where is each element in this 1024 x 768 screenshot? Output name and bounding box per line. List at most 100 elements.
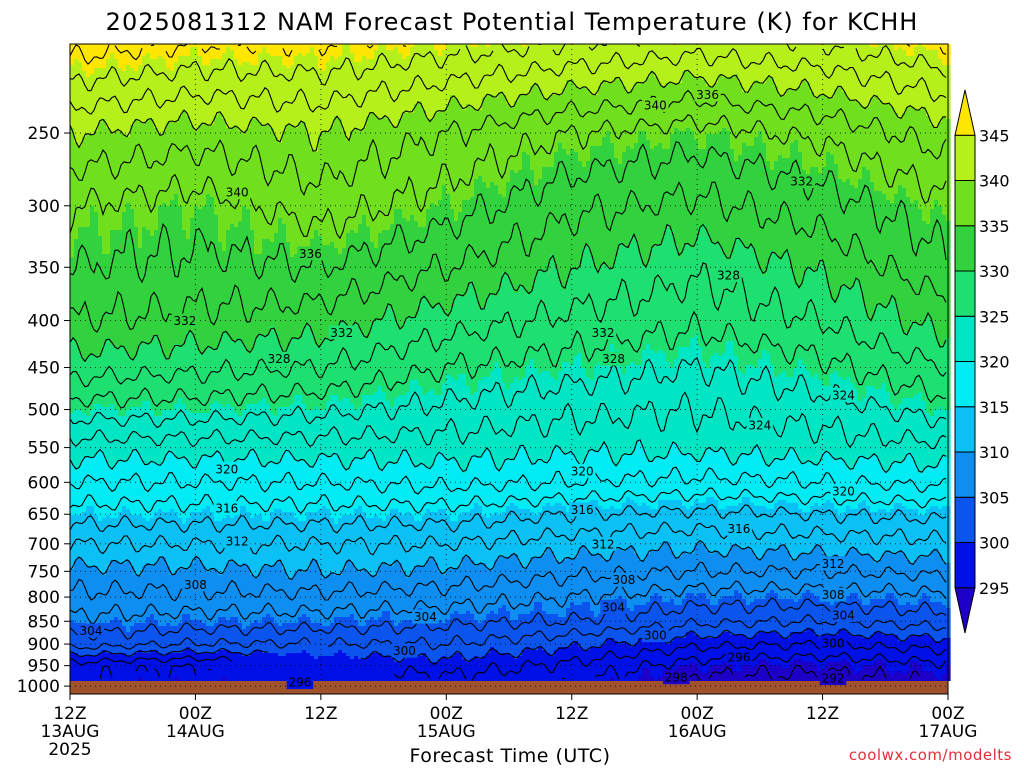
colorbar-label-330: 330: [979, 262, 1010, 281]
x-tick-line: 15AUG: [417, 722, 476, 742]
colorbar: 295 300 305 310 315 320 325 330 335 340 345: [954, 89, 1010, 634]
contour-label-5: 320: [215, 462, 238, 476]
contour-label-4: 328: [268, 352, 291, 366]
contour-label-bg-7: [223, 533, 251, 548]
colorbar-seg-6: [954, 315, 976, 362]
contour-label-bg-6: [213, 501, 241, 516]
y-axis: 250 300 350 400 450 500 550 600 650 700 750 800 850 9…: [17, 124, 70, 697]
x-tick-line: 16AUG: [668, 722, 727, 742]
contour-label-bg-20: [830, 387, 857, 402]
x-tick-line: 12Z: [53, 704, 86, 724]
contour-label-bg-10: [412, 609, 439, 624]
contour-label-11: 300: [393, 644, 416, 658]
colorbar-seg-1: [954, 542, 976, 589]
contour-label-bg-1: [297, 246, 324, 261]
y-tick-850: 850: [28, 612, 60, 632]
contour-line-320: [69, 439, 947, 474]
contour-label-bg-11: [391, 643, 418, 658]
contour-label-17: 332: [592, 326, 615, 340]
contour-label-bg-27: [610, 572, 638, 587]
contour-line-342: [69, 47, 947, 115]
contour-label-bg-22: [830, 483, 857, 498]
x-tick-line: 13AUG: [41, 722, 100, 742]
x-tick-72: 12Z: [806, 704, 839, 724]
contour-label-34: 298: [665, 671, 688, 685]
y-tick-450: 450: [28, 359, 60, 379]
colorbar-label-315: 315: [979, 398, 1010, 417]
x-tick-line: 2025: [48, 740, 91, 760]
y-tick-800: 800: [28, 588, 60, 608]
colorbar-seg-0: [954, 587, 976, 634]
contour-label-6: 316: [215, 502, 238, 516]
y-tick-550: 550: [28, 439, 60, 459]
plot-frame: [69, 43, 949, 695]
contour-label-16: 328: [717, 269, 740, 283]
contour-label-3: 332: [330, 326, 353, 340]
contour-label-21: 320: [571, 464, 594, 478]
contour-label-33: 296: [727, 651, 750, 665]
colorbar-seg-4: [954, 406, 976, 453]
y-tick-950: 950: [28, 657, 60, 677]
x-axis-label: Forecast Time (UTC): [410, 745, 611, 767]
plot-area: 340 336 332 332 328 320 316 312 308 304 304 300 296 3…: [69, 43, 951, 695]
contour-label-bg-17: [589, 325, 617, 340]
colorbar-label-340: 340: [979, 172, 1010, 191]
contour-line-326: [69, 310, 947, 409]
colorbar-label-295: 295: [979, 579, 1010, 598]
x-tick-12: 00Z 14AUG: [166, 704, 225, 742]
contour-label-24: 316: [727, 522, 750, 536]
colorbar-seg-3: [954, 451, 976, 498]
colorbar-label-310: 310: [979, 443, 1010, 462]
contour-label-7: 312: [226, 534, 249, 548]
y-tick-300: 300: [28, 197, 60, 217]
contour-label-18: 328: [602, 352, 625, 366]
y-tick-1000: 1000: [17, 677, 60, 697]
contour-line-328: [69, 262, 947, 388]
contour-line-338: [69, 89, 947, 197]
contour-label-bg-0: [223, 185, 251, 200]
y-tick-750: 750: [28, 562, 60, 582]
colorbar-seg-5: [954, 361, 976, 408]
contour-line-310: [69, 539, 947, 580]
x-tick-36: 00Z 15AUG: [417, 704, 476, 742]
y-tick-900: 900: [28, 635, 60, 655]
contour-label-27: 308: [613, 573, 636, 587]
colorbar-seg-11: [954, 89, 976, 136]
contour-label-1: 336: [299, 247, 322, 261]
contour-label-32: 300: [822, 637, 845, 651]
y-tick-500: 500: [28, 401, 60, 421]
contour-label-8: 308: [184, 578, 207, 592]
contour-label-26: 312: [822, 557, 845, 571]
contour-label-35: 292: [822, 672, 845, 686]
contour-label-bg-16: [715, 268, 742, 283]
contour-line-308: [69, 561, 947, 602]
contour-label-bg-14: [694, 87, 721, 102]
contour-label-bg-29: [600, 599, 627, 614]
contour-label-bg-15: [788, 174, 815, 189]
colorbar-label-300: 300: [979, 534, 1010, 553]
contour-label-28: 308: [822, 588, 845, 602]
x-tick-0: 12Z 13AUG 2025: [41, 704, 100, 760]
colorbar-label-320: 320: [979, 353, 1010, 372]
colorbar-seg-7: [954, 270, 976, 317]
contour-label-bg-31: [642, 628, 669, 643]
contour-label-31: 300: [644, 629, 667, 643]
contour-label-bg-12: [286, 675, 314, 690]
contour-label-bg-33: [725, 650, 753, 665]
contour-label-22: 320: [832, 484, 855, 498]
contour-label-23: 316: [571, 503, 594, 517]
y-tick-700: 700: [28, 535, 60, 555]
contour-label-bg-8: [182, 577, 209, 592]
y-tick-600: 600: [28, 473, 60, 493]
contour-label-bg-32: [819, 636, 847, 651]
contour-label-bg-21: [568, 463, 596, 478]
ground-strip: [70, 681, 948, 694]
colorbar-seg-8: [954, 225, 976, 272]
contour-label-0: 340: [226, 186, 249, 200]
contour-line-322: [69, 391, 947, 450]
contour-label-20: 324: [832, 388, 855, 402]
x-tick-line: 17AUG: [919, 722, 978, 742]
contour-line-312: [69, 521, 947, 556]
contour-labels: 340 336 332 332 328 320 316 312 308 304 304 300 296 3…: [77, 87, 857, 690]
